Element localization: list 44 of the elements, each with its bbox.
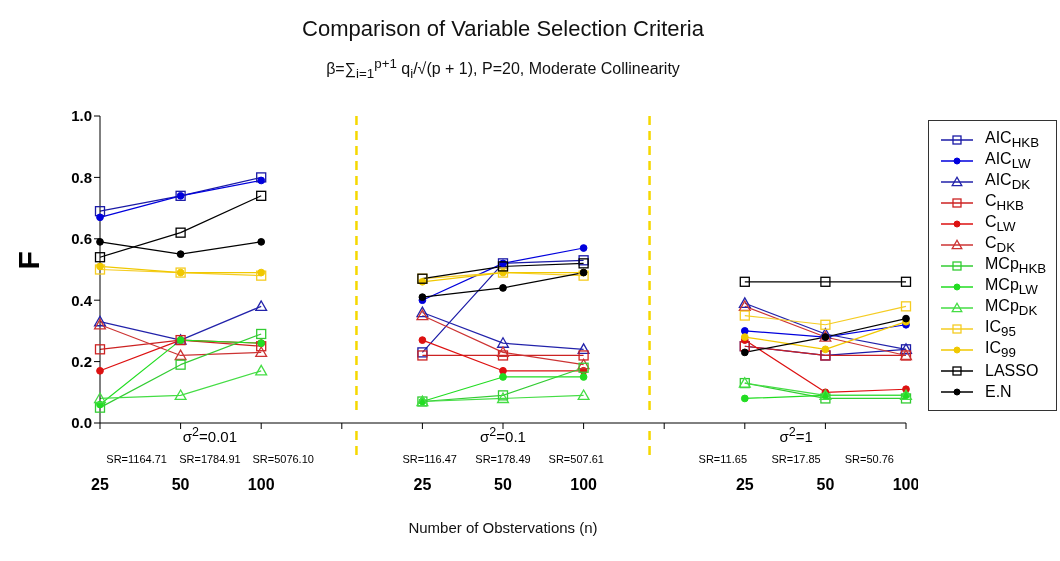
y-tick-label: 0.6: [71, 230, 92, 248]
x-tick-label: 50: [171, 476, 190, 494]
legend-label: C$_{LW}$: [985, 212, 1016, 235]
x-tick-label: 50: [816, 476, 835, 494]
x-axis-title: Number of Obstervations (n): [408, 519, 598, 536]
text: SR=11.65: [697, 453, 748, 465]
text: SR=1784.91: [179, 453, 241, 465]
x-tick-label: 100: [892, 476, 920, 494]
legend-label: MCp$_{LW}$: [985, 275, 1038, 298]
legend-label: MCp$_{DK}$: [985, 296, 1038, 319]
chart-title: Comparison of Variable Selection Criteria: [302, 16, 704, 41]
y-tick-label: 0.2: [71, 352, 92, 370]
legend-label: AIC$_{DK}$: [985, 170, 1031, 193]
text: SR=17.85: [770, 453, 822, 465]
text: SR=178.49: [475, 453, 531, 465]
legend-label: IC$_{99}$: [985, 338, 1016, 361]
y-tick-label: 0.4: [71, 291, 93, 309]
legend-label: MCp$_{HKB}$: [985, 254, 1047, 277]
legend-label: IC$_{95}$: [985, 317, 1016, 340]
y-tick-label: 0.8: [71, 168, 92, 186]
x-tick-label: 100: [247, 476, 275, 494]
y-axis-title: F: [11, 251, 45, 270]
text: SR=507.61: [548, 453, 604, 465]
chart-subtitle: β=∑$_{i=1}$$^{p+1}$ q$_{i}$/√(p + 1), P=20, Moderate Collinearity: [326, 56, 680, 82]
y-tick-label: 1.0: [71, 107, 92, 125]
legend-label: C$_{DK}$: [985, 233, 1016, 256]
x-tick-label: 25: [91, 476, 109, 494]
legend-label: AIC$_{HKB}$: [985, 128, 1040, 151]
legend-label: AIC$_{LW}$: [985, 149, 1031, 172]
text: σ$^{2}$=1: [779, 425, 813, 445]
text: σ$^{2}$=0.01: [182, 425, 237, 445]
text: SR=50.76: [843, 453, 895, 465]
legend-label: LASSO: [985, 361, 1039, 380]
text: SR=1164.71: [106, 453, 167, 465]
legend-label: E.N: [985, 382, 1012, 401]
x-tick-label: 25: [735, 476, 754, 494]
text: SR=116.47: [402, 453, 457, 465]
text: SR=5076.10: [252, 453, 314, 465]
text: σ$^{2}$=0.1: [480, 425, 526, 445]
x-tick-label: 100: [570, 476, 598, 494]
x-tick-label: 25: [413, 476, 432, 494]
y-tick-label: 0.0: [71, 414, 92, 432]
x-tick-label: 50: [494, 476, 512, 494]
legend-label: C$_{HKB}$: [985, 191, 1024, 214]
